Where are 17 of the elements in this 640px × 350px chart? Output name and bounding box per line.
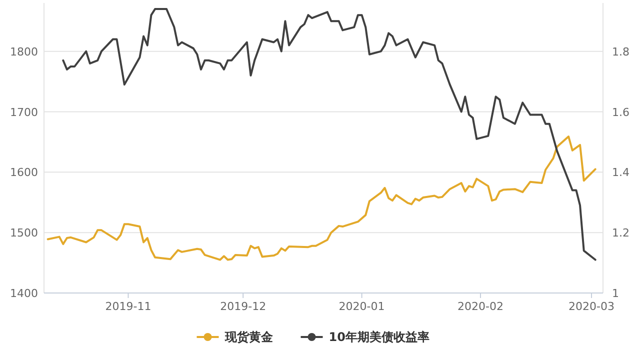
y-tick-label: 1700 [10, 106, 38, 119]
y-tick-label: 1800 [10, 45, 38, 58]
y2-tick-label: 1.4 [612, 166, 630, 180]
y-tick-label: 1400 [10, 287, 38, 300]
y-tick-label: 1600 [10, 166, 38, 180]
x-tick-label: 2019-12 [220, 300, 266, 313]
y2-tick-label: 1 [612, 287, 619, 300]
x-tick-label: 2020-02 [457, 300, 504, 313]
y-tick-label: 1500 [10, 226, 38, 240]
x-tick-label: 2019-11 [105, 300, 152, 313]
x-tick-label: 2020-03 [568, 300, 614, 313]
legend-label: 10年期美债收益率 [328, 330, 430, 344]
legend-label: 现货黄金 [224, 330, 274, 344]
x-tick-label: 2020-01 [338, 300, 385, 313]
y2-tick-label: 1.6 [612, 106, 630, 119]
y2-tick-label: 1.8 [612, 45, 630, 58]
y2-tick-label: 1.2 [612, 226, 630, 240]
